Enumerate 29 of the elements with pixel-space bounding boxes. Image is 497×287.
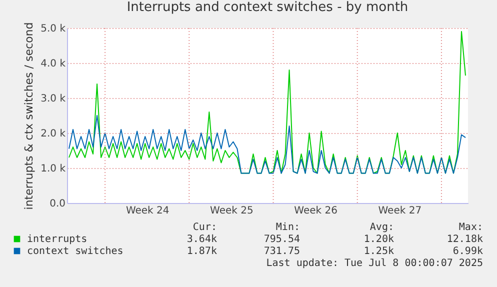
text: 1.20k: [364, 234, 394, 245]
text: 795.54: [264, 234, 300, 245]
line-series: [68, 115, 466, 174]
legend-label: interrupts: [27, 234, 88, 245]
y-tick-label: 4.0 k: [40, 58, 66, 70]
chart-title: Interrupts and context switches - by month: [126, 0, 408, 15]
text: 12.18k: [446, 234, 483, 245]
y-tick-label: 1.0 k: [40, 164, 66, 174]
x-tick-label: Week 25: [210, 206, 254, 216]
text: 3.64k: [186, 234, 217, 245]
y-tick-label: 0.0: [50, 198, 66, 210]
y-axis-title: interrupts & ctx switches / second: [22, 22, 36, 210]
x-tick-label: Week 24: [126, 206, 170, 216]
line-series: [68, 31, 466, 174]
y-tick-label: 2.0 k: [40, 128, 66, 140]
text: Max:: [458, 222, 483, 233]
text: Avg:: [370, 222, 394, 233]
text: Last update: Tue Jul 8 00:00:07 2025: [266, 258, 483, 269]
x-tick-label: Week 27: [378, 206, 422, 216]
text: 731.75: [264, 246, 300, 257]
text: 1.25k: [364, 246, 394, 257]
text: Cur:: [192, 222, 217, 233]
text: 6.99k: [452, 246, 483, 257]
text: 1.87k: [186, 246, 217, 257]
y-tick-label: 5.0 k: [40, 24, 66, 34]
legend-label: context switches: [27, 246, 124, 257]
text: Min:: [276, 222, 300, 233]
y-tick-label: 3.0 k: [40, 94, 66, 104]
x-tick-label: Week 26: [294, 206, 338, 216]
